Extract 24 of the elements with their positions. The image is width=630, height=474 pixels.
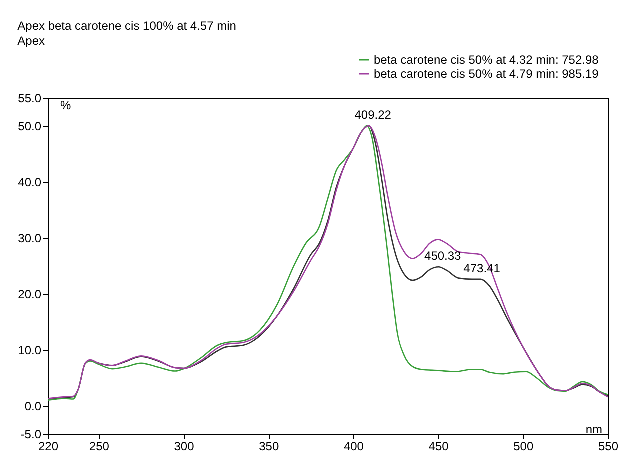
chart-subtitle: Apex bbox=[18, 34, 46, 48]
x-tick-label: 500 bbox=[514, 440, 534, 454]
y-tick-label: 30.0 bbox=[18, 232, 42, 246]
chart-title: Apex beta carotene cis 100% at 4.57 min bbox=[18, 19, 236, 33]
y-tick-label: 20.0 bbox=[18, 288, 42, 302]
x-tick-label: 220 bbox=[38, 440, 59, 454]
x-tick-label: 300 bbox=[174, 440, 195, 454]
y-tick-label: -5.0 bbox=[20, 428, 42, 442]
x-tick-label: 350 bbox=[259, 440, 280, 454]
annotation: 409.22 bbox=[354, 108, 392, 122]
y-tick-label: 0.0 bbox=[24, 400, 42, 414]
y-tick-label: 55.0 bbox=[18, 92, 42, 106]
annotation: 450.33 bbox=[424, 249, 462, 264]
y-tick-label: 40.0 bbox=[18, 176, 42, 190]
y-tick-label: 10.0 bbox=[18, 344, 42, 358]
legend-label: beta carotene cis 50% at 4.79 min: 985.19 bbox=[374, 67, 600, 81]
x-tick-label: 250 bbox=[89, 440, 110, 454]
x-tick-label: 550 bbox=[598, 440, 619, 454]
legend-label: beta carotene cis 50% at 4.32 min: 752.98 bbox=[374, 53, 600, 67]
x-tick-label: 450 bbox=[428, 440, 450, 454]
x-tick-label: 400 bbox=[344, 440, 364, 454]
y-axis-title: % bbox=[60, 98, 72, 112]
y-tick-label: 50.0 bbox=[18, 120, 42, 134]
x-axis-title: nm bbox=[586, 422, 602, 436]
